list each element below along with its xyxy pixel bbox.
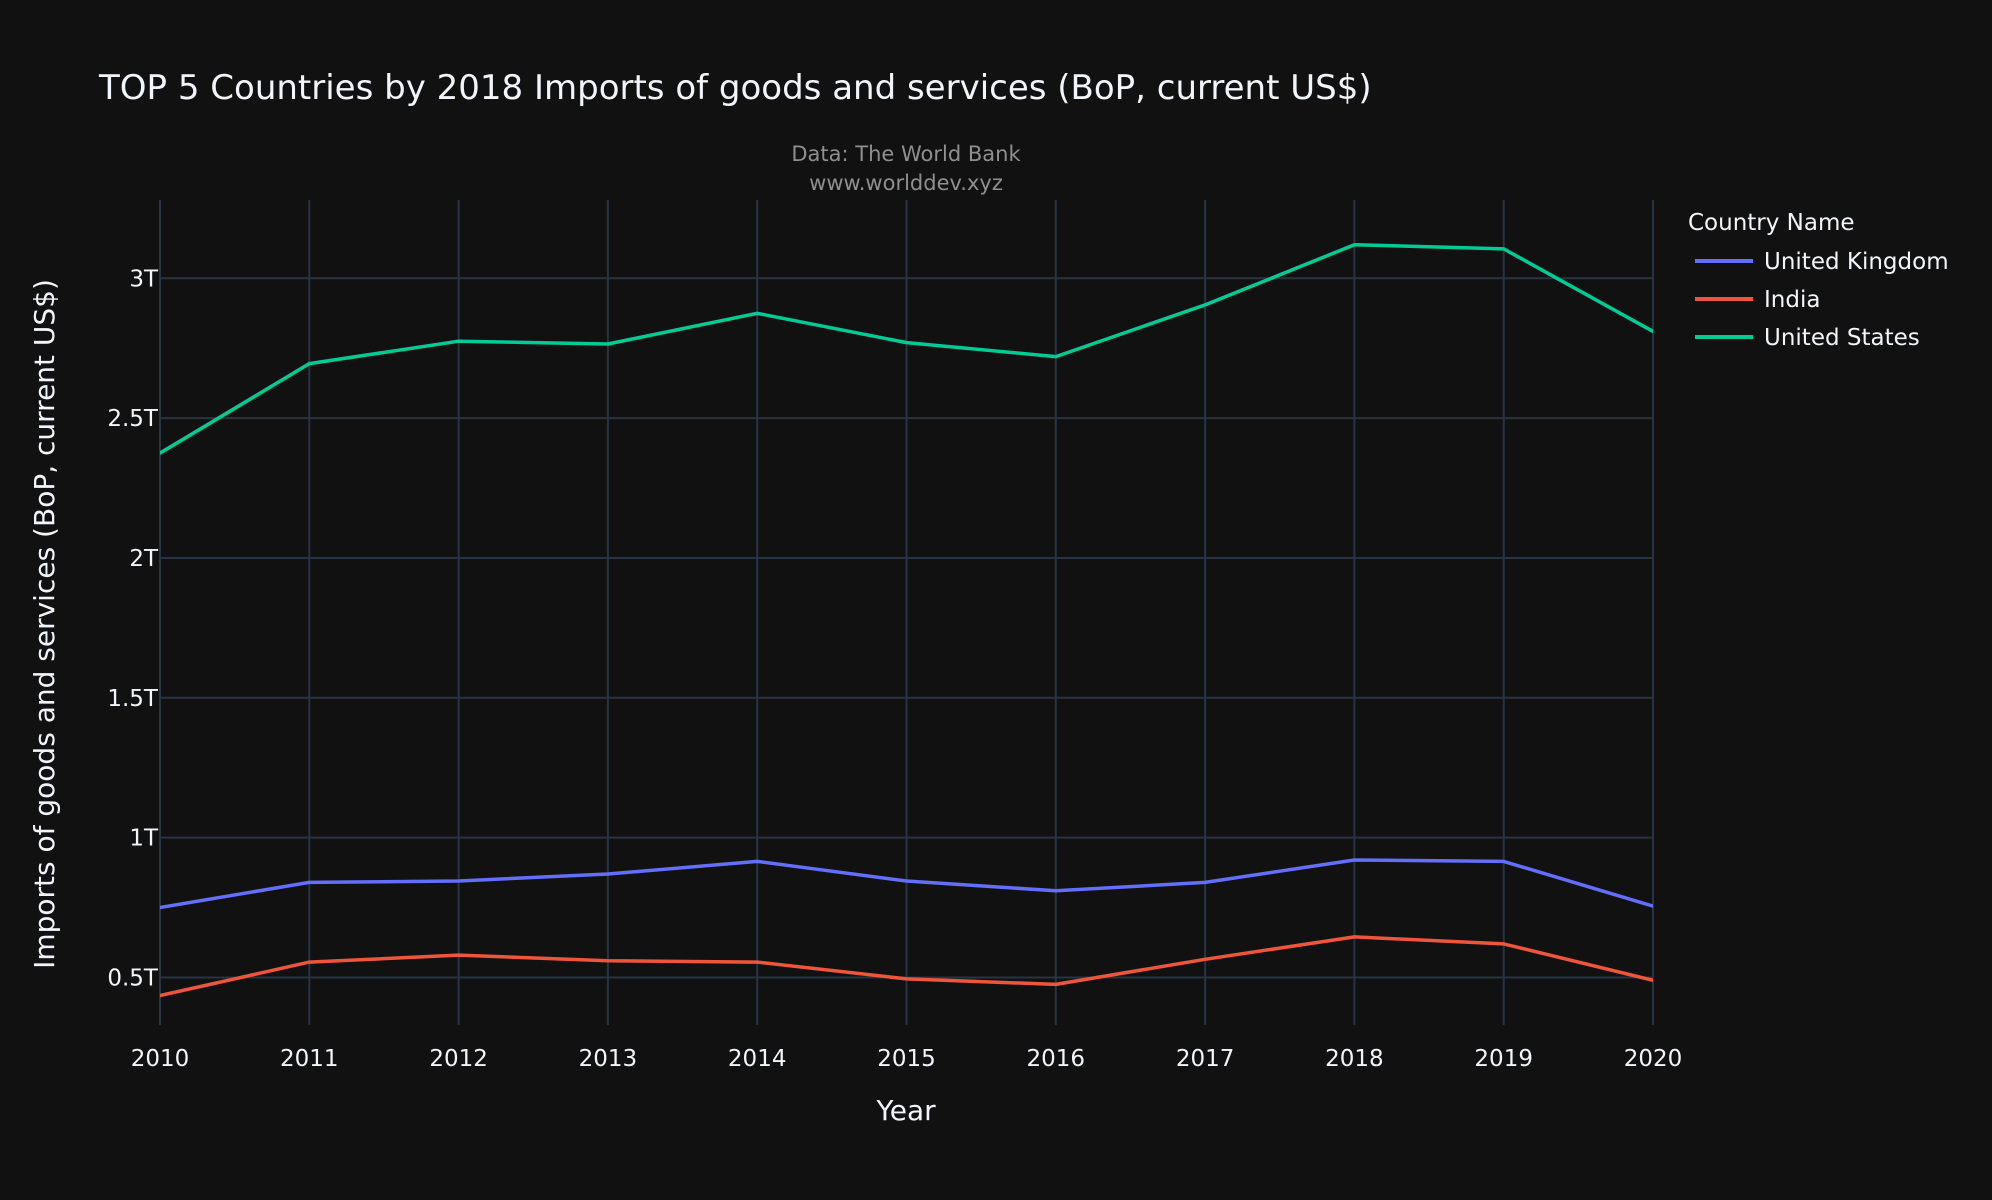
x-tick-label: 2016 bbox=[1027, 1046, 1086, 1072]
series-lines bbox=[160, 242, 1653, 998]
y-tick-label: 1.5T bbox=[107, 686, 159, 712]
x-tick-label: 2011 bbox=[280, 1046, 339, 1072]
y-tick-label: 3T bbox=[129, 266, 159, 292]
legend-label-united-kingdom: United Kingdom bbox=[1764, 249, 1949, 275]
legend-label-india: India bbox=[1764, 287, 1820, 313]
x-tick-label: 2014 bbox=[728, 1046, 787, 1072]
y-axis-tick-labels: 0.5T 1T 1.5T 2T 2.5T 3T bbox=[107, 266, 159, 991]
legend: Country Name United Kingdom India United S… bbox=[1688, 210, 1949, 351]
series-line-united-states bbox=[160, 242, 1653, 455]
x-tick-label: 2018 bbox=[1325, 1046, 1384, 1072]
y-tick-label: 0.5T bbox=[107, 965, 159, 991]
chart-subtitle-website: www.worlddev.xyz bbox=[809, 171, 1003, 195]
x-tick-label: 2015 bbox=[877, 1046, 936, 1072]
y-axis-title: Imports of goods and services (BoP, curr… bbox=[28, 279, 61, 969]
y-tick-label: 2T bbox=[129, 546, 159, 572]
x-axis-tick-labels: 2010 2011 2012 2013 2014 2015 2016 2017 2018 2019… bbox=[131, 1046, 1683, 1072]
x-tick-label: 2017 bbox=[1176, 1046, 1235, 1072]
chart-title: TOP 5 Countries by 2018 Imports of goods… bbox=[98, 68, 1372, 108]
series-line-united-kingdom bbox=[160, 858, 1653, 910]
y-tick-label: 2.5T bbox=[107, 406, 159, 432]
legend-items: United Kingdom India United States bbox=[1695, 249, 1949, 351]
series-line-india bbox=[160, 935, 1653, 998]
x-grid-lines bbox=[159, 200, 1654, 1025]
x-tick-label: 2020 bbox=[1624, 1046, 1683, 1072]
legend-title: Country Name bbox=[1688, 210, 1855, 236]
x-tick-label: 2010 bbox=[131, 1046, 190, 1072]
x-tick-label: 2013 bbox=[579, 1046, 638, 1072]
chart-subtitle-source: Data: The World Bank bbox=[791, 142, 1021, 166]
x-tick-label: 2019 bbox=[1474, 1046, 1533, 1072]
legend-label-united-states: United States bbox=[1764, 325, 1920, 351]
x-tick-label: 2012 bbox=[429, 1046, 488, 1072]
x-axis-title: Year bbox=[875, 1094, 936, 1127]
y-tick-label: 1T bbox=[129, 826, 159, 852]
